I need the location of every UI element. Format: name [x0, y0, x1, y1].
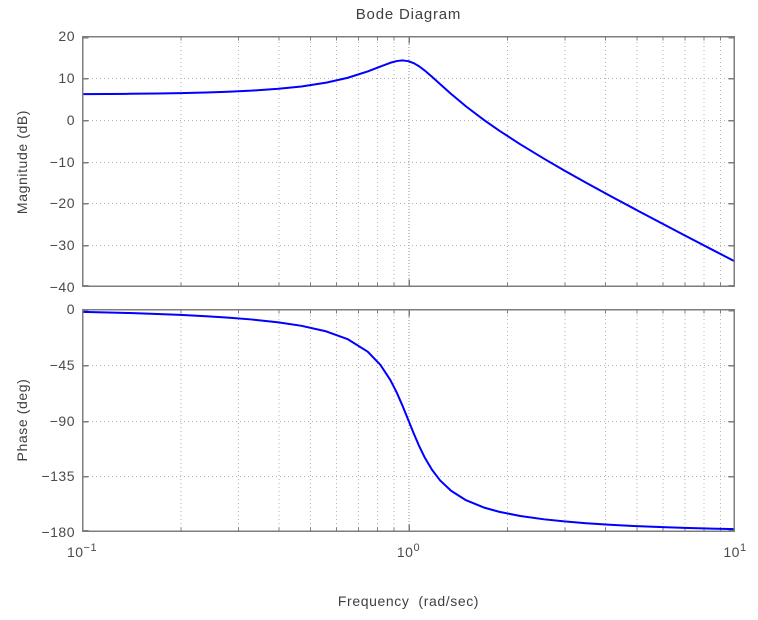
x-tick-exponent: 1: [739, 542, 747, 554]
y-tick-label: 10: [58, 69, 75, 86]
y-tick-label: −30: [49, 237, 75, 254]
y-tick-label: 20: [58, 28, 75, 44]
phase-plot: [82, 309, 735, 532]
x-tick-label: 100: [364, 542, 454, 560]
y-tick-label: 0: [66, 111, 75, 128]
x-tick-label: 101: [690, 542, 758, 560]
y-tick-label: −180: [41, 524, 75, 540]
axes-frame: [82, 309, 735, 532]
magnitude-plot: [82, 36, 735, 287]
x-tick-base: 10: [66, 544, 84, 560]
x-tick-label: 10−1: [37, 542, 127, 560]
y-tick-label: −45: [49, 356, 75, 373]
y-tick-label: −20: [49, 195, 75, 212]
x-tick-base: 10: [396, 544, 414, 560]
chart-title: Bode Diagram: [355, 6, 462, 23]
axes-frame: [82, 36, 735, 287]
x-tick-exponent: 0: [413, 542, 421, 554]
x-axis-label: Frequency (rad/sec): [337, 593, 480, 609]
x-tick-base: 10: [723, 544, 740, 560]
y-tick-label: −10: [49, 153, 75, 170]
phase-curve: [82, 310, 735, 531]
y-tick-label: −90: [49, 412, 75, 429]
y-tick-label: 0: [66, 301, 75, 317]
y-tick-label: −135: [41, 468, 75, 485]
x-tick-exponent: −1: [83, 542, 98, 554]
y-tick-label: −40: [49, 279, 75, 295]
magnitude-curve: [82, 59, 735, 263]
